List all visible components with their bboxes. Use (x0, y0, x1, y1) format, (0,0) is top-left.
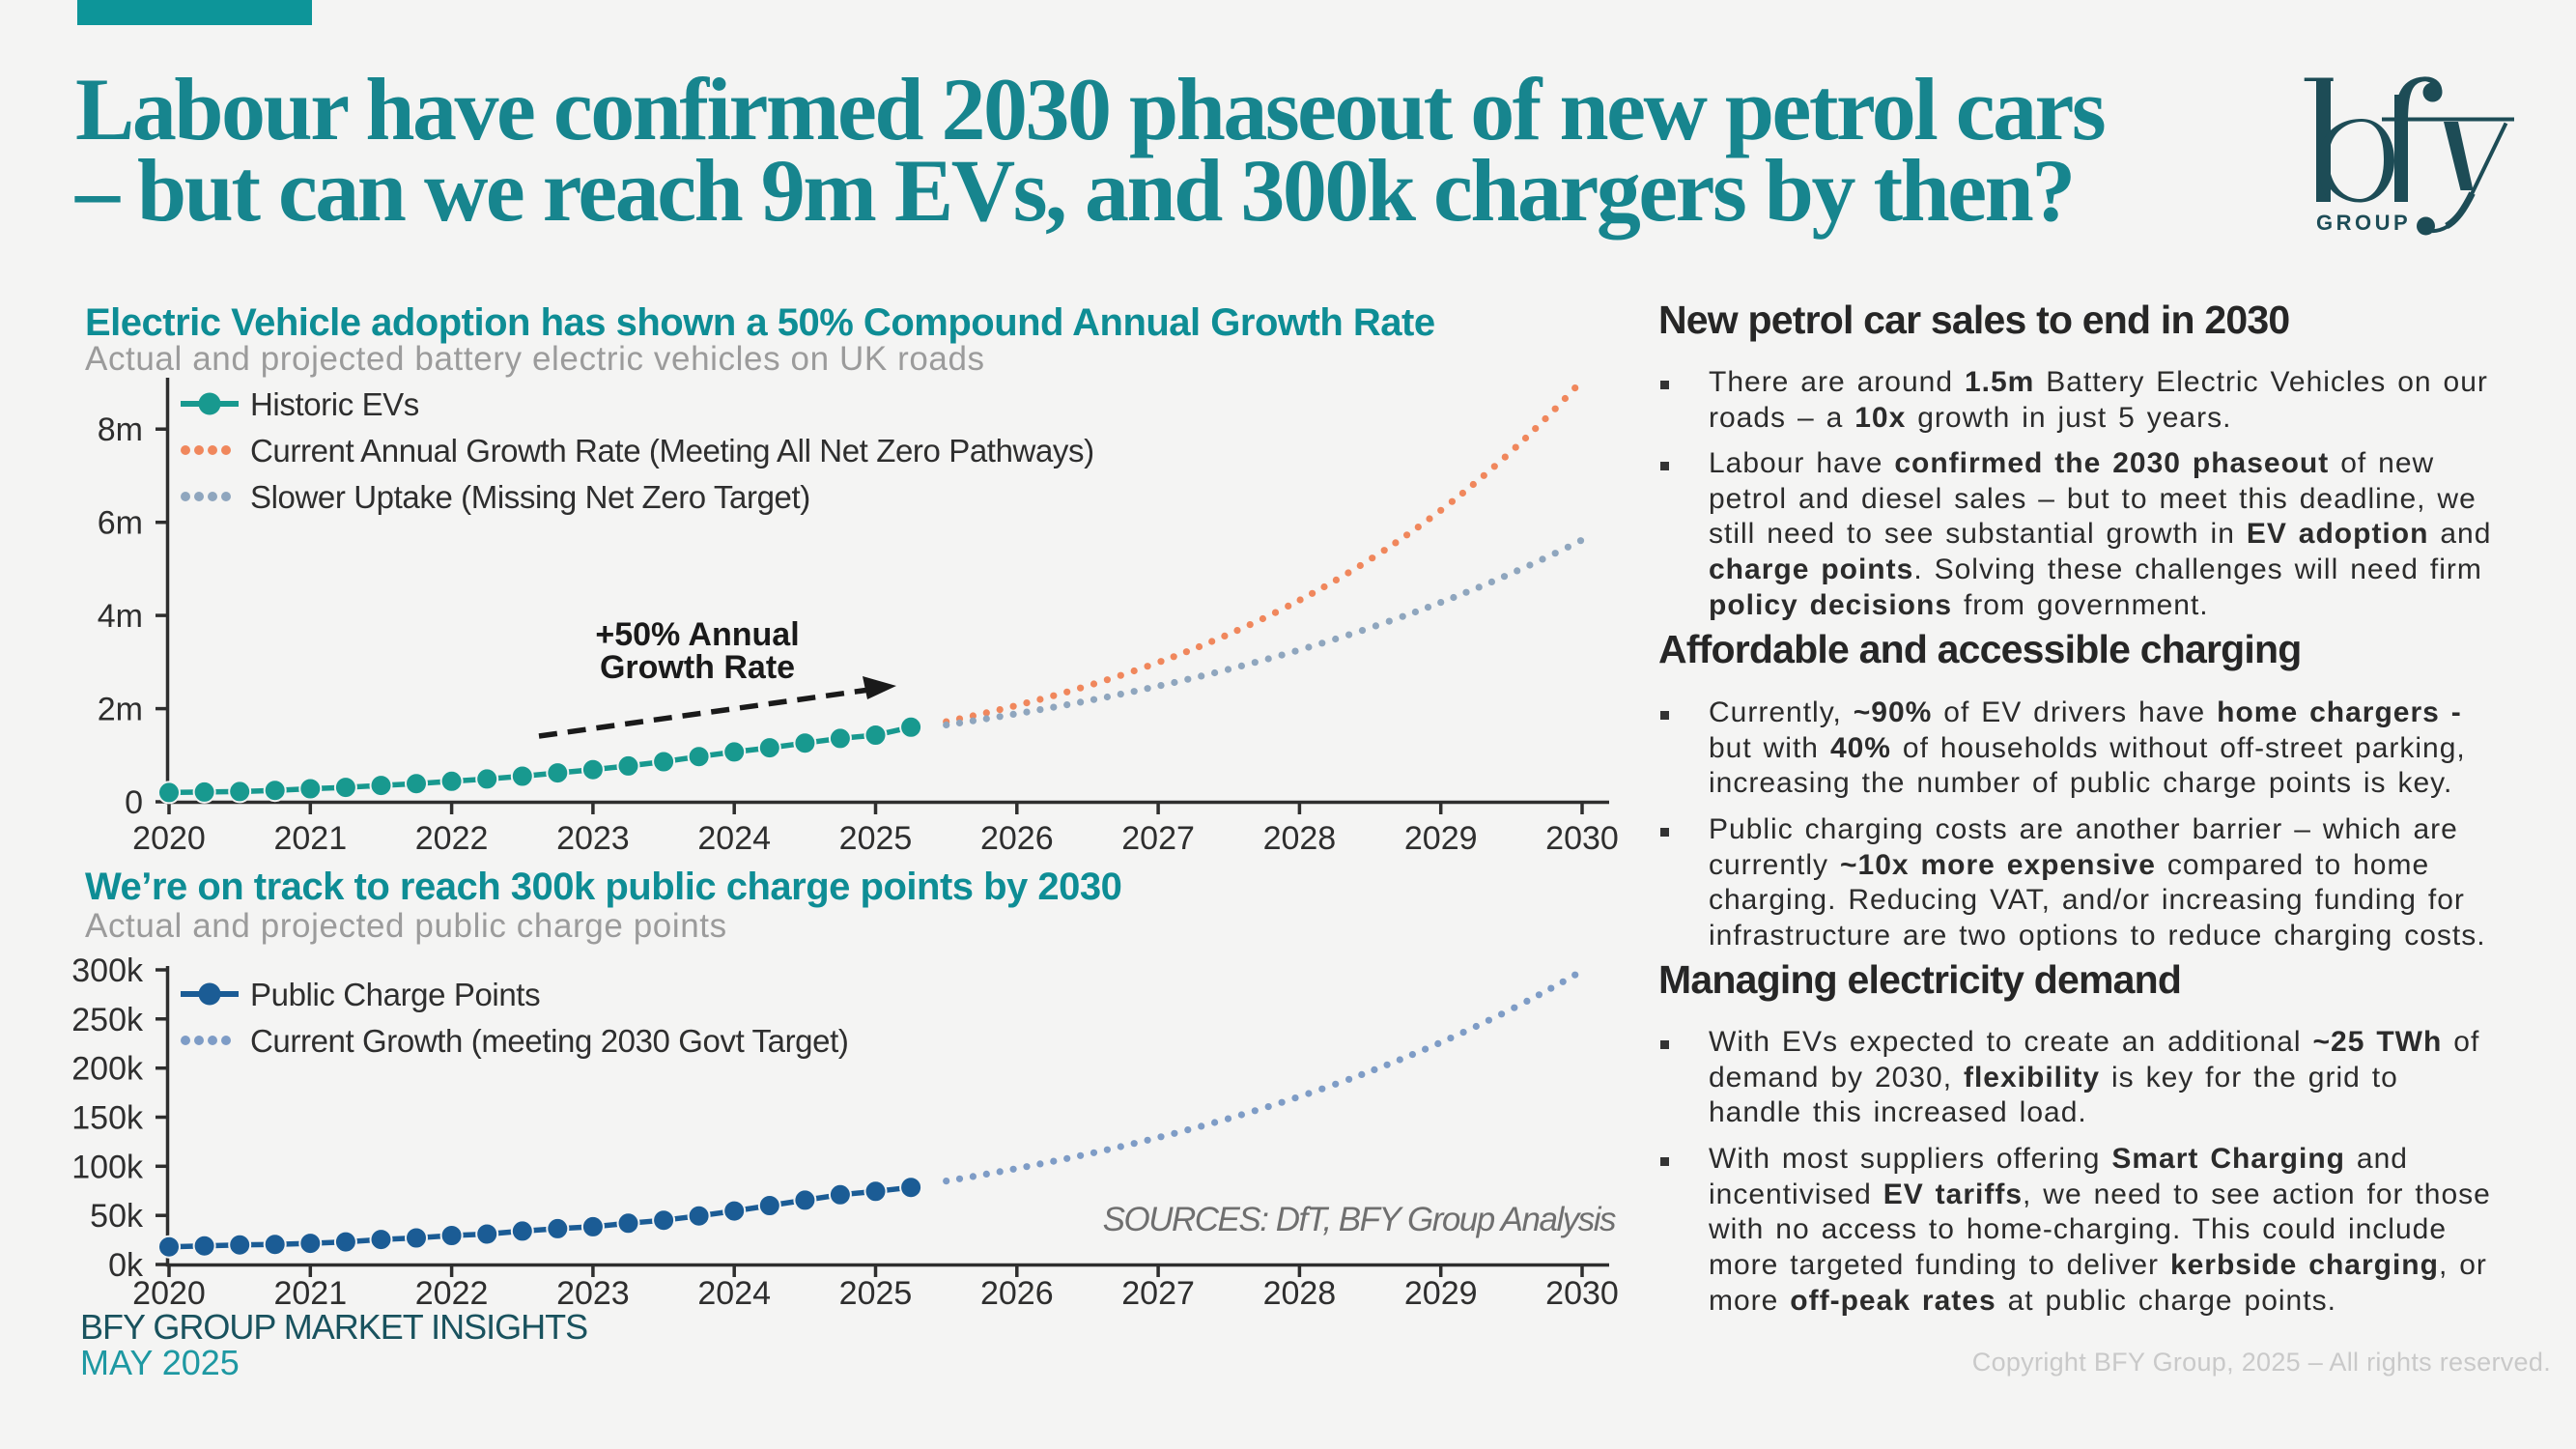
svg-text:SOURCES: DfT, BFY Group Analys: SOURCES: DfT, BFY Group Analysis (1103, 1201, 1616, 1238)
svg-text:Slower Uptake (Missing Net Zer: Slower Uptake (Missing Net Zero Target) (250, 479, 810, 515)
svg-text:2026: 2026 (980, 820, 1054, 857)
svg-text:+50% Annual: +50% Annual (595, 616, 799, 653)
svg-text:Actual and projected public ch: Actual and projected public charge point… (85, 907, 727, 945)
svg-text:2020: 2020 (132, 1275, 206, 1312)
svg-text:100k: 100k (71, 1149, 144, 1185)
svg-text:250k: 250k (71, 1002, 144, 1038)
svg-text:0k: 0k (108, 1247, 144, 1284)
svg-text:2022: 2022 (415, 820, 489, 857)
svg-text:2025: 2025 (839, 1275, 913, 1312)
svg-text:150k: 150k (71, 1100, 144, 1137)
svg-text:2025: 2025 (839, 820, 913, 857)
svg-text:Growth Rate: Growth Rate (600, 649, 795, 686)
svg-text:2023: 2023 (556, 820, 630, 857)
svg-text:2024: 2024 (697, 820, 771, 857)
svg-text:BFY GROUP MARKET INSIGHTS: BFY GROUP MARKET INSIGHTS (80, 1307, 587, 1347)
svg-text:Electric Vehicle adoption has: Electric Vehicle adoption has shown a 50… (85, 301, 1435, 344)
svg-text:2030: 2030 (1545, 1275, 1619, 1312)
svg-text:2027: 2027 (1121, 1275, 1195, 1312)
svg-text:Actual and projected battery e: Actual and projected battery electric ve… (85, 340, 985, 378)
svg-text:2020: 2020 (132, 820, 206, 857)
svg-text:2022: 2022 (415, 1275, 489, 1312)
svg-text:2021: 2021 (273, 1275, 347, 1312)
svg-text:Historic EVs: Historic EVs (250, 386, 419, 422)
svg-text:Copyright BFY Group, 2025 – Al: Copyright BFY Group, 2025 – All rights r… (1972, 1348, 2551, 1377)
svg-text:200k: 200k (71, 1051, 144, 1088)
svg-text:2028: 2028 (1263, 820, 1337, 857)
svg-text:2028: 2028 (1263, 1275, 1337, 1312)
svg-text:2030: 2030 (1545, 820, 1619, 857)
svg-text:2024: 2024 (697, 1275, 771, 1312)
svg-text:300k: 300k (71, 952, 144, 989)
svg-text:2029: 2029 (1404, 1275, 1478, 1312)
svg-text:4m: 4m (98, 598, 143, 635)
svg-text:We’re on track to reach 300k p: We’re on track to reach 300k public char… (85, 866, 1121, 908)
svg-text:2026: 2026 (980, 1275, 1054, 1312)
svg-text:Current Annual Growth Rate (Me: Current Annual Growth Rate (Meeting All … (250, 433, 1094, 469)
svg-text:Current Growth (meeting 2030 G: Current Growth (meeting 2030 Govt Target… (250, 1023, 848, 1059)
svg-text:2021: 2021 (273, 820, 347, 857)
svg-text:2027: 2027 (1121, 820, 1195, 857)
svg-text:8m: 8m (98, 412, 143, 448)
svg-text:Public Charge Points: Public Charge Points (250, 977, 540, 1012)
svg-text:2023: 2023 (556, 1275, 630, 1312)
svg-text:GROUP: GROUP (2316, 211, 2411, 235)
svg-text:0: 0 (125, 784, 143, 821)
svg-text:2m: 2m (98, 692, 143, 728)
svg-text:2029: 2029 (1404, 820, 1478, 857)
svg-text:MAY 2025: MAY 2025 (80, 1343, 240, 1382)
svg-text:50k: 50k (90, 1198, 144, 1235)
svg-text:6m: 6m (98, 505, 143, 542)
